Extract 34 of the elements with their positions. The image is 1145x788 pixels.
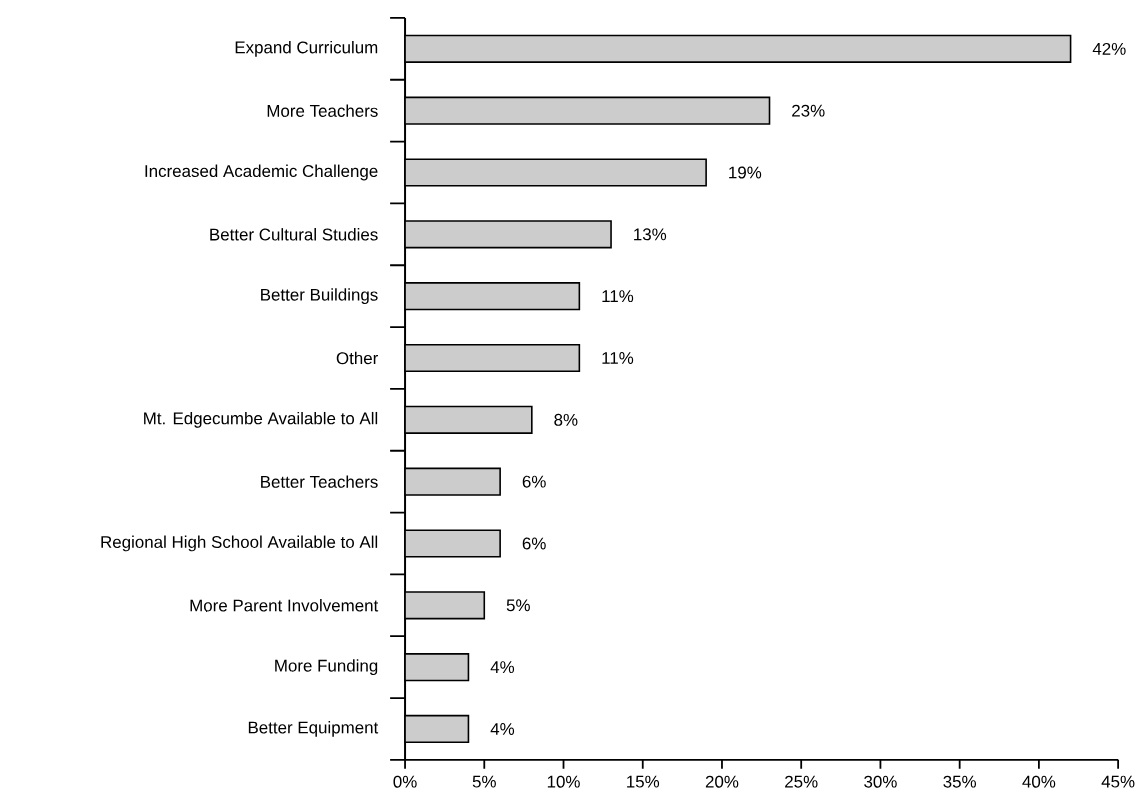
x-tick-label: 0%	[393, 775, 417, 788]
data-label: 23%	[792, 104, 825, 117]
y-tick-label: Regional High School Available to All	[101, 535, 378, 552]
data-label: 4%	[490, 661, 515, 674]
data-label: 6%	[522, 475, 546, 488]
data-label: 8%	[554, 413, 578, 426]
data-label: 11%	[602, 290, 634, 303]
data-label: 4%	[490, 723, 515, 735]
y-tick-label: Increased Academic Challenge	[145, 164, 378, 181]
data-label: 19%	[729, 166, 762, 179]
y-tick-label: Other	[336, 351, 379, 365]
y-tick-label: Expand Curriculum	[235, 41, 378, 57]
x-tick-label: 25%	[785, 775, 818, 788]
y-tick-label: More Teachers	[267, 104, 378, 118]
x-tick-label: 45%	[1101, 775, 1135, 788]
x-tick-label: 15%	[627, 775, 660, 788]
y-tick-label: Better Buildings	[261, 288, 378, 305]
data-label: 42%	[1092, 43, 1126, 55]
data-label: 6%	[522, 537, 546, 550]
y-tick-label: More Parent Involvement	[190, 599, 379, 612]
data-label: 5%	[506, 599, 530, 612]
x-tick-label: 10%	[547, 775, 580, 788]
x-tick-label: 5%	[472, 775, 496, 788]
y-tick-label: More Funding	[275, 659, 378, 676]
y-tick-label: Better Teachers	[261, 475, 378, 488]
x-tick-label: 35%	[943, 775, 976, 788]
data-label: 11%	[602, 352, 634, 365]
y-tick-label: Better Equipment	[248, 721, 379, 737]
data-label: 13%	[634, 228, 667, 241]
x-tick-label: 30%	[864, 775, 897, 788]
x-tick-label: 20%	[705, 775, 739, 788]
y-tick-label: Better Cultural Studies	[210, 228, 378, 241]
y-tick-label: Mt. Edgecumbe Available to All	[144, 412, 378, 428]
x-tick-label: 40%	[1022, 775, 1056, 788]
